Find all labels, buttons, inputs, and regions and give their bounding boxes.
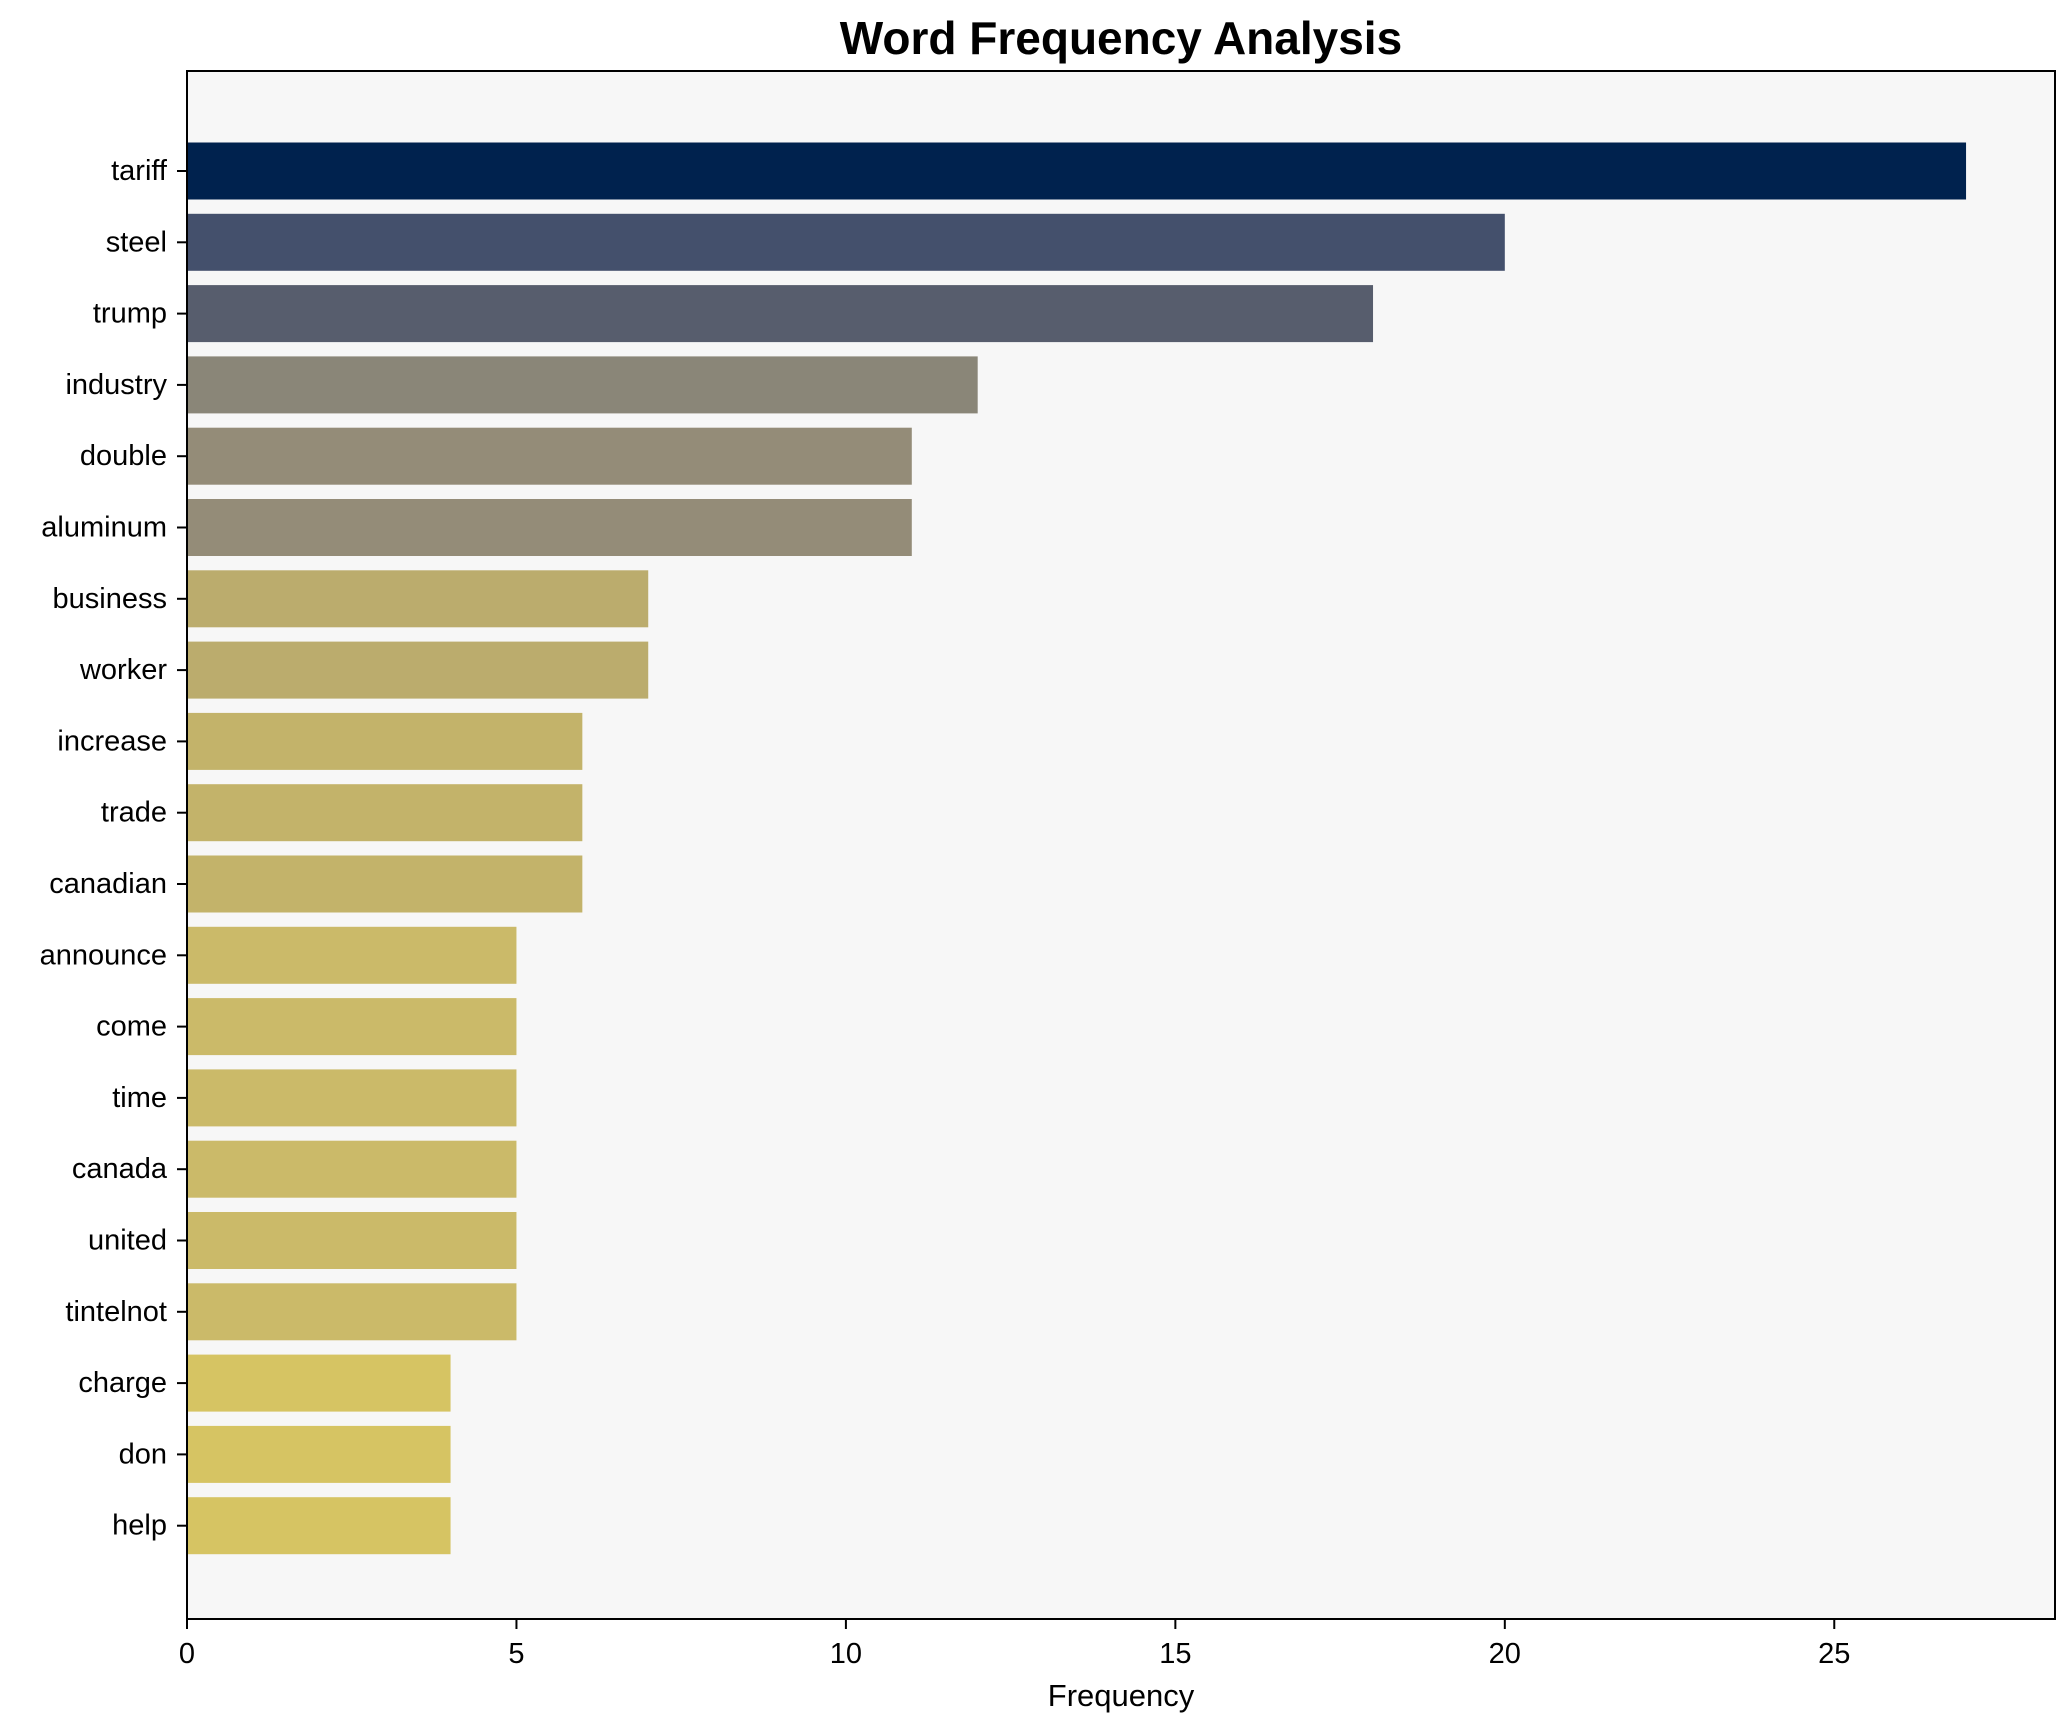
x-tick-label: 15 [1159, 1638, 1191, 1670]
y-tick-label-worker: worker [79, 654, 167, 686]
bar-increase [187, 712, 583, 770]
bar-trump [187, 285, 1374, 343]
bar-charge [187, 1354, 451, 1412]
x-tick-label: 0 [179, 1638, 195, 1670]
y-tick-label-canada: canada [72, 1153, 168, 1185]
x-tick-label: 20 [1489, 1638, 1521, 1670]
bar-trade [187, 784, 583, 842]
y-tick-label-come: come [96, 1011, 167, 1043]
bar-business [187, 570, 649, 628]
bar-time [187, 1069, 517, 1127]
bar-canadian [187, 855, 583, 913]
y-tick-label-trump: trump [93, 298, 167, 330]
y-tick-label-announce: announce [40, 939, 167, 971]
plot-frame [186, 70, 2056, 1620]
y-tick-label-business: business [53, 583, 167, 615]
bar-announce [187, 926, 517, 984]
y-tick-label-don: don [119, 1438, 167, 1470]
bar-canada [187, 1140, 517, 1198]
bar-come [187, 998, 517, 1056]
x-tick-label: 10 [830, 1638, 862, 1670]
x-tick-label: 5 [508, 1638, 524, 1670]
bar-tariff [187, 142, 1967, 200]
y-tick-label-steel: steel [106, 226, 167, 258]
chart-title: Word Frequency Analysis [840, 12, 1402, 64]
bar-worker [187, 641, 649, 699]
y-tick-label-time: time [112, 1082, 167, 1114]
y-tick-label-tintelnot: tintelnot [65, 1296, 167, 1328]
bar-don [187, 1425, 451, 1483]
bar-tintelnot [187, 1283, 517, 1341]
x-axis-label: Frequency [1048, 1678, 1195, 1713]
bars [187, 142, 1967, 1555]
bar-double [187, 427, 912, 485]
y-tick-label-tariff: tariff [111, 155, 168, 187]
y-tick-label-increase: increase [57, 725, 167, 757]
y-tick-label-united: united [88, 1225, 167, 1257]
bar-help [187, 1497, 451, 1555]
bar-industry [187, 356, 978, 414]
bar-united [187, 1212, 517, 1269]
y-tick-label-aluminum: aluminum [41, 512, 167, 544]
y-tick-label-double: double [80, 440, 167, 472]
y-tick-label-charge: charge [78, 1367, 167, 1399]
y-axis: tariff steel trump industry double aluminum bu… [40, 155, 187, 1542]
y-tick-label-trade: trade [101, 797, 167, 829]
y-tick-label-industry: industry [65, 369, 167, 401]
y-tick-label-help: help [112, 1510, 167, 1542]
x-axis: 0 5 10 15 20 25 [179, 1619, 1850, 1670]
bar-steel [187, 213, 1505, 271]
y-tick-label-canadian: canadian [49, 868, 167, 900]
bar-aluminum [187, 499, 912, 556]
x-tick-label: 25 [1818, 1638, 1850, 1670]
